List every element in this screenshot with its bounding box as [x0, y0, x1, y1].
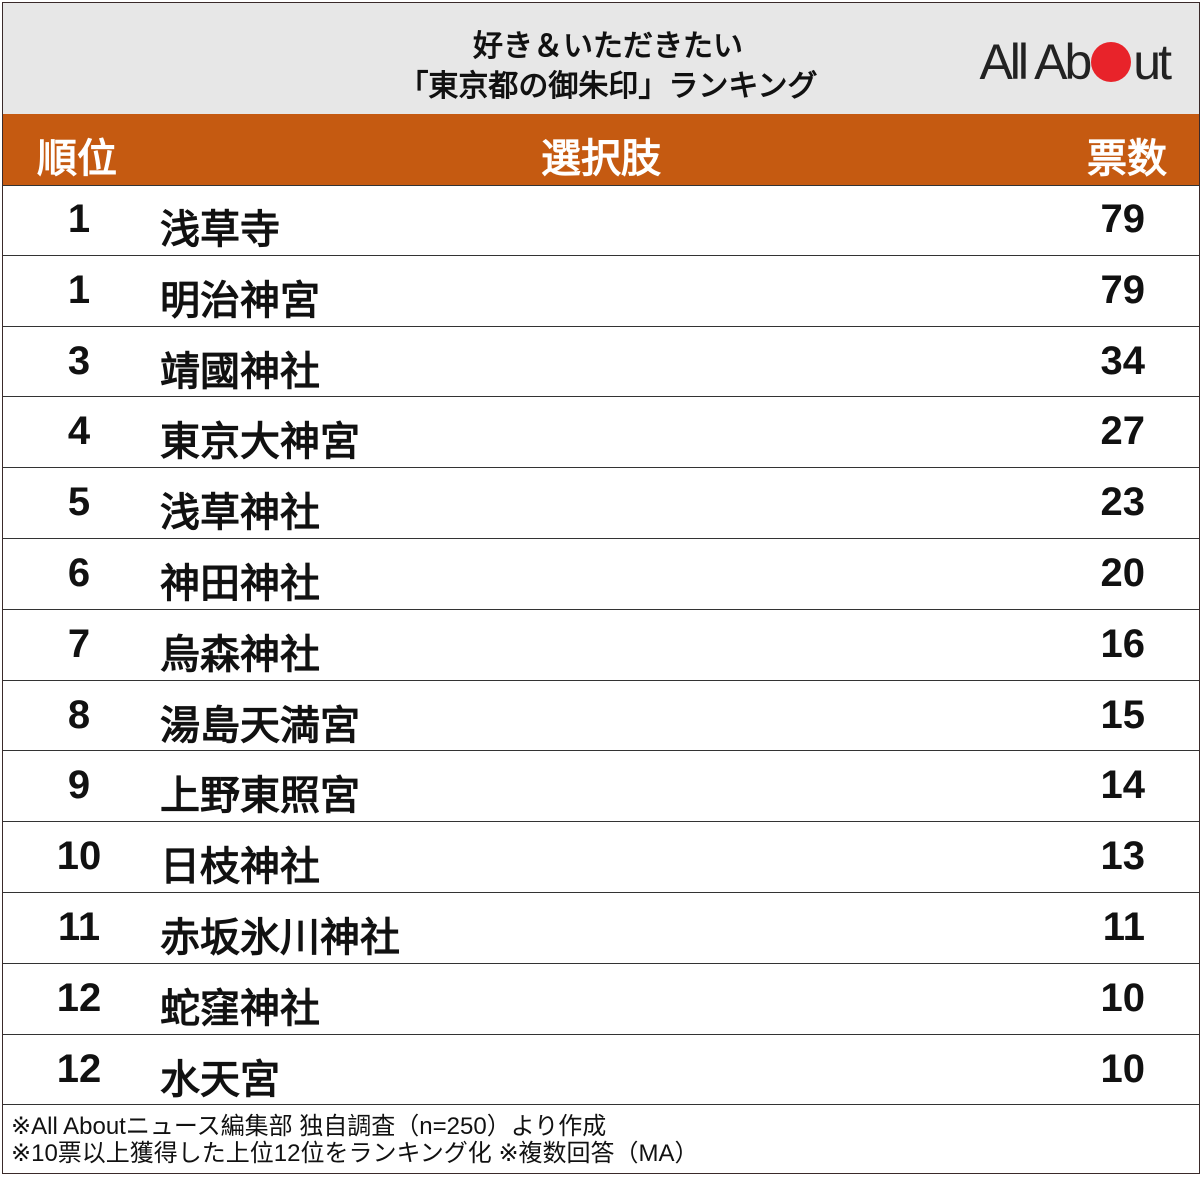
table-row: 5 浅草神社 23 — [3, 468, 1199, 539]
name-cell: 烏森神社 — [160, 632, 320, 677]
rank-cell: 1 — [67, 197, 91, 241]
table-row: 8 湯島天満宮 15 — [3, 681, 1199, 752]
name-cell: 神田神社 — [160, 561, 320, 606]
title-line-2: 「東京都の御朱印」ランキング — [398, 70, 818, 103]
footnote: ※All Aboutニュース編集部 独自調査（n=250）より作成 — [11, 1113, 607, 1140]
table-row: 7 烏森神社 16 — [3, 610, 1199, 681]
all-about-logo: All Ab ut — [979, 34, 1172, 90]
header-rank: 順位 — [37, 137, 117, 181]
name-cell: 蛇窪神社 — [160, 986, 320, 1031]
votes-cell: 79 — [1100, 267, 1146, 312]
title-line-1: 好き＆いただきたい — [473, 30, 743, 63]
name-cell: 湯島天満宮 — [160, 703, 360, 748]
footnote: ※10票以上獲得した上位12位をランキング化 ※複数回答（MA） — [11, 1140, 699, 1167]
logo-dot-icon — [1091, 42, 1132, 82]
table-row: 6 神田神社 20 — [3, 539, 1199, 610]
votes-cell: 34 — [1100, 338, 1146, 383]
votes-cell: 10 — [1100, 975, 1146, 1020]
footnotes: ※All Aboutニュース編集部 独自調査（n=250）より作成 ※10票以上… — [11, 1113, 699, 1167]
rank-cell: 8 — [67, 692, 91, 737]
votes-cell: 13 — [1100, 834, 1146, 879]
table-row: 10 日枝神社 13 — [3, 822, 1199, 893]
title-area: 好き＆いただきたい 「東京都の御朱印」ランキング All Ab ut — [3, 3, 1199, 115]
rank-cell: 12 — [56, 1046, 102, 1091]
votes-cell: 27 — [1100, 409, 1146, 454]
rank-cell: 1 — [67, 267, 91, 312]
rank-cell: 10 — [56, 834, 102, 879]
name-cell: 赤坂氷川神社 — [160, 915, 400, 960]
votes-cell: 20 — [1100, 550, 1146, 595]
votes-cell: 16 — [1100, 621, 1146, 666]
name-cell: 日枝神社 — [160, 845, 320, 890]
name-cell: 靖國神社 — [160, 349, 320, 394]
votes-cell: 23 — [1100, 480, 1146, 525]
votes-cell: 11 — [1102, 904, 1145, 949]
name-cell: 浅草寺 — [160, 208, 280, 252]
table-header: 順位 選択肢 票数 — [3, 114, 1199, 186]
table-row: 3 靖國神社 34 — [3, 327, 1199, 398]
table-row: 1 明治神宮 79 — [3, 256, 1199, 327]
rank-cell: 11 — [57, 904, 101, 949]
rank-cell: 9 — [67, 763, 91, 808]
name-cell: 水天宮 — [160, 1057, 280, 1102]
name-cell: 浅草神社 — [160, 491, 320, 536]
name-cell: 上野東照宮 — [160, 774, 360, 819]
votes-cell: 15 — [1100, 692, 1146, 737]
votes-cell: 79 — [1100, 197, 1146, 241]
rank-cell: 5 — [67, 480, 91, 525]
rank-cell: 6 — [67, 550, 91, 595]
table-row: 4 東京大神宮 27 — [3, 397, 1199, 469]
header-choice: 選択肢 — [541, 137, 661, 181]
table-body: 1 浅草寺 79 1 明治神宮 79 3 靖國神社 34 4 東京大神宮 27 5 浅草神社 23 6 神田神社… — [3, 185, 1199, 1106]
rank-cell: 12 — [56, 975, 102, 1020]
votes-cell: 10 — [1100, 1046, 1146, 1091]
header-votes: 票数 — [1087, 137, 1167, 181]
votes-cell: 14 — [1100, 763, 1146, 808]
table-row: 1 浅草寺 79 — [3, 185, 1199, 256]
rank-cell: 4 — [67, 409, 91, 454]
name-cell: 東京大神宮 — [160, 420, 360, 465]
table-row: 12 蛇窪神社 10 — [3, 964, 1199, 1035]
name-cell: 明治神宮 — [160, 278, 320, 323]
table-row: 9 上野東照宮 14 — [3, 751, 1199, 823]
rank-cell: 3 — [67, 338, 91, 383]
table-row: 12 水天宮 10 — [3, 1035, 1199, 1106]
table-row: 11 赤坂氷川神社 11 — [3, 893, 1199, 964]
rank-cell: 7 — [67, 621, 91, 666]
